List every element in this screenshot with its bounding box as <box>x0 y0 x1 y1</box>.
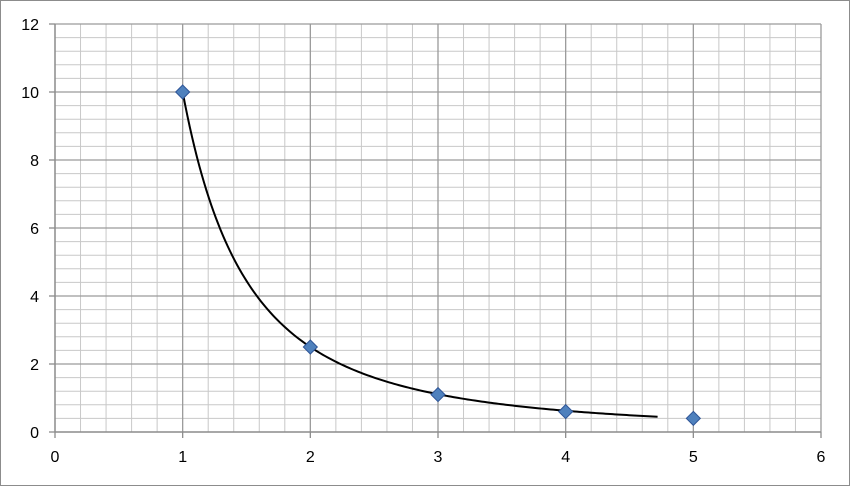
y-tick-label: 6 <box>30 221 39 238</box>
data-point-diamond <box>302 339 319 355</box>
trendline-layer <box>181 91 658 418</box>
y-tick-label: 8 <box>30 153 39 170</box>
y-tick-label: 12 <box>21 17 39 34</box>
data-point-diamond <box>174 84 191 100</box>
y-tick-label: 10 <box>21 85 39 102</box>
data-points <box>174 84 702 427</box>
axes <box>49 23 822 438</box>
data-point-diamond <box>430 386 446 403</box>
x-tick-label: 4 <box>561 449 570 466</box>
x-tick-label: 3 <box>434 449 443 466</box>
data-point-diamond <box>557 403 574 420</box>
data-point-diamond <box>685 410 702 427</box>
x-tick-label: 1 <box>178 449 187 466</box>
major-grid <box>55 23 822 432</box>
y-tick-label: 0 <box>30 425 39 442</box>
x-tick-label: 5 <box>689 449 698 466</box>
trendline <box>181 91 658 418</box>
x-tick-label: 0 <box>51 449 60 466</box>
y-tick-label: 4 <box>30 289 39 306</box>
x-tick-label: 6 <box>817 449 826 466</box>
y-tick-label: 2 <box>30 357 39 374</box>
x-tick-label: 2 <box>306 449 315 466</box>
